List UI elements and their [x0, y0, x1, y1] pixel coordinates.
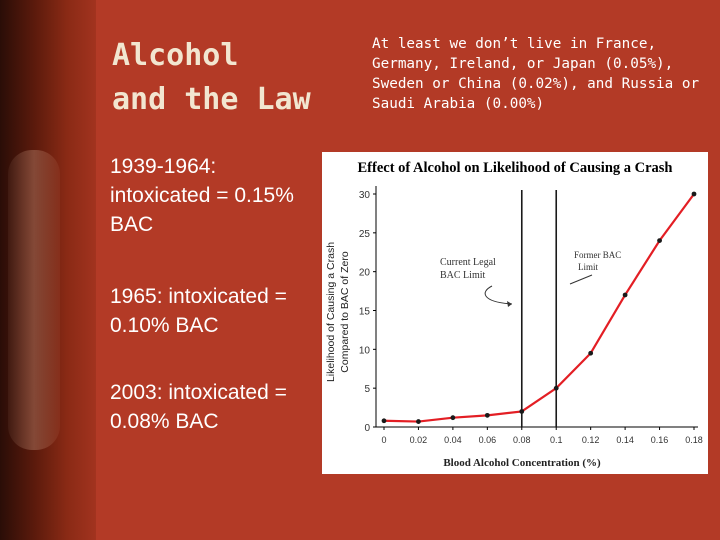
bullet-point-1939: 1939-1964: intoxicated = 0.15% BAC	[110, 155, 294, 236]
x-tick-label: 0.04	[444, 435, 462, 445]
y-axis-label-2: Compared to BAC of Zero	[339, 251, 351, 373]
series-line	[383, 193, 695, 423]
data-point	[691, 191, 697, 197]
annotation-current-limit-arrowhead	[507, 301, 512, 307]
annotation-current-limit-line1: Current Legal	[440, 257, 496, 268]
x-tick-label: 0.06	[479, 435, 497, 445]
y-tick-label: 30	[359, 190, 371, 201]
data-point	[553, 385, 559, 391]
slide-subtitle: At least we don’t live in France, German…	[372, 36, 700, 112]
chart-svg: Effect of Alcohol on Likelihood of Causi…	[325, 160, 703, 469]
y-tick-label: 20	[359, 268, 371, 279]
data-point	[450, 415, 456, 421]
annotation-current-limit-line2: BAC Limit	[440, 270, 486, 281]
bullet-point-2003: 2003: intoxicated = 0.08% BAC	[110, 381, 287, 433]
bullet-point-1965: 1965: intoxicated = 0.10% BAC	[110, 285, 287, 337]
x-axis-label: Blood Alcohol Concentration (%)	[443, 457, 601, 469]
y-axis-label: Likelihood of Causing a Crash	[325, 242, 337, 382]
annotation-current-limit-arrow	[484, 285, 513, 305]
x-tick-label: 0	[381, 435, 386, 445]
data-point	[519, 409, 525, 414]
data-point	[657, 238, 662, 243]
data-point	[484, 412, 490, 418]
x-tick-label: 0.12	[582, 435, 600, 445]
x-tick-label: 0.02	[410, 435, 428, 445]
annotation-former-limit-line2: Limit	[578, 262, 598, 272]
x-tick-label: 0.16	[651, 435, 669, 445]
data-point	[416, 419, 421, 424]
x-tick-label: 0.08	[513, 435, 531, 445]
data-point	[381, 418, 387, 424]
glass-image	[8, 150, 60, 450]
crash-likelihood-chart: Effect of Alcohol on Likelihood of Causi…	[322, 152, 708, 474]
x-tick-label: 0.14	[616, 435, 634, 445]
data-point	[622, 292, 628, 298]
y-tick-label: 0	[364, 423, 370, 434]
y-tick-label: 25	[359, 229, 371, 240]
x-tick-label: 0.1	[550, 435, 563, 445]
annotation-former-limit-arrow	[569, 274, 593, 285]
chart-title: Effect of Alcohol on Likelihood of Causi…	[358, 160, 673, 176]
slide-title: Alcohol and the Law	[112, 38, 311, 117]
y-tick-label: 15	[359, 307, 371, 318]
decorative-side-band	[0, 0, 96, 540]
data-point	[588, 350, 594, 356]
x-tick-label: 0.18	[685, 435, 703, 445]
y-tick-label: 5	[364, 384, 370, 395]
annotation-former-limit-line1: Former BAC	[574, 250, 621, 260]
y-tick-label: 10	[359, 345, 371, 356]
